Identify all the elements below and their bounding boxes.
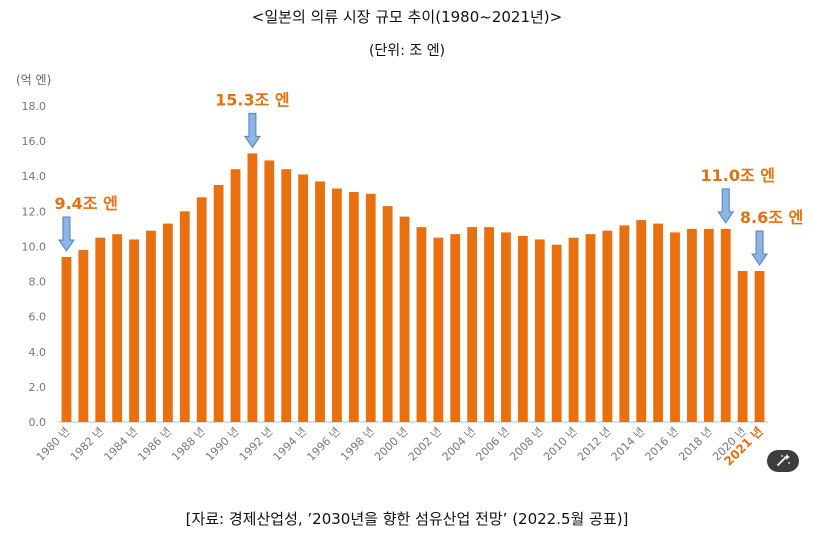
bar — [230, 169, 241, 422]
bar — [332, 188, 342, 422]
bar-chart: (억 엔) 0.0 2.0 4.0 6.0 8.0 10.0 12.0 14.0 16.0 18.0… — [16, 73, 803, 469]
bar — [264, 160, 275, 423]
bar — [720, 228, 731, 422]
annotation-arrow — [751, 230, 768, 266]
source-note: [자료: 경제산업성, ’2030년을 향한 섬유산업 전망’ (2022.5월… — [185, 510, 629, 528]
bar — [112, 234, 123, 422]
bar — [78, 249, 89, 422]
bar — [179, 211, 190, 422]
y-tick-label: 6.0 — [29, 311, 47, 324]
x-tick-label: 2008 년 — [507, 425, 546, 464]
bar — [653, 223, 664, 422]
bar — [315, 181, 325, 422]
bar — [129, 239, 139, 422]
x-tick-label: 1994 년 — [271, 425, 310, 464]
annotation-arrow — [717, 188, 735, 224]
x-tick-label: 2016 년 — [643, 425, 682, 464]
x-tick-label: 2014 년 — [609, 425, 648, 464]
x-tick-label: 1982 년 — [68, 425, 107, 464]
y-tick-label: 0.0 — [29, 416, 47, 429]
x-tick-label: 1980 년 — [34, 425, 73, 464]
bar — [737, 271, 748, 422]
y-tick-label: 12.0 — [22, 205, 47, 218]
bar — [501, 232, 511, 422]
bar — [619, 225, 630, 422]
bar — [95, 237, 106, 422]
bar — [517, 235, 528, 422]
bar — [450, 234, 461, 422]
x-tick-label: 1998 년 — [338, 425, 377, 464]
annotation-arrow — [243, 112, 261, 149]
x-tick-label: 2012 년 — [575, 425, 614, 464]
y-tick-label: 16.0 — [22, 135, 47, 148]
chart-unit-subtitle: (단위: 조 엔) — [368, 43, 446, 59]
x-tick-label: 2010 년 — [541, 425, 580, 464]
y-unit-label: (억 엔) — [16, 73, 51, 87]
bar — [281, 169, 292, 422]
bar — [687, 228, 697, 422]
bar — [670, 232, 680, 422]
bar — [703, 228, 714, 422]
x-tick-label: 1984 년 — [102, 425, 141, 464]
bar — [146, 230, 156, 422]
bar — [754, 271, 765, 422]
bar — [298, 174, 309, 422]
bar — [433, 237, 444, 422]
annotation-arrow — [58, 216, 75, 252]
chart-title: <일본의 의류 시장 규모 추이(1980~2021년)> — [251, 8, 563, 26]
bar — [467, 227, 478, 422]
x-tick-label: 2000 년 — [372, 425, 411, 464]
x-tick-label: 1988 년 — [169, 425, 208, 464]
y-tick-label: 2.0 — [29, 381, 47, 394]
bar — [348, 192, 359, 422]
x-tick-label: 2004 년 — [440, 425, 479, 464]
annotation-label: 15.3조 엔 — [215, 90, 290, 109]
x-tick-label: 2018 년 — [676, 425, 715, 464]
x-tick-label: 1986 년 — [135, 425, 174, 464]
x-tick-label: 1992 년 — [237, 425, 276, 464]
bar — [636, 220, 647, 422]
y-tick-label: 18.0 — [22, 100, 47, 113]
y-tick-label: 8.0 — [29, 276, 47, 289]
bar — [247, 153, 258, 422]
x-tick-label: 2002 년 — [406, 425, 445, 464]
y-tick-label: 10.0 — [22, 240, 47, 253]
annotation-label: 8.6조 엔 — [740, 208, 803, 227]
magic-wand-button[interactable] — [767, 450, 799, 472]
annotation-label: 11.0조 엔 — [700, 166, 775, 185]
magic-wand-icon — [777, 454, 790, 466]
bar — [484, 227, 494, 422]
bar — [568, 237, 579, 422]
bar — [213, 185, 224, 422]
y-tick-label: 4.0 — [29, 346, 47, 359]
bar — [534, 239, 545, 422]
bar — [585, 234, 596, 422]
bar — [382, 206, 393, 422]
bar — [551, 244, 562, 422]
bar — [416, 227, 427, 422]
bar — [602, 230, 613, 422]
annotation-label: 9.4조 엔 — [54, 194, 117, 213]
bar — [399, 216, 410, 422]
x-tick-label: 1990 년 — [203, 425, 242, 464]
bar — [196, 197, 207, 422]
y-tick-label: 14.0 — [22, 170, 47, 183]
bar — [365, 193, 376, 422]
x-tick-label: 2006 년 — [473, 425, 512, 464]
bar — [162, 223, 173, 422]
x-tick-label: 1996 년 — [304, 425, 343, 464]
bar — [61, 256, 72, 422]
